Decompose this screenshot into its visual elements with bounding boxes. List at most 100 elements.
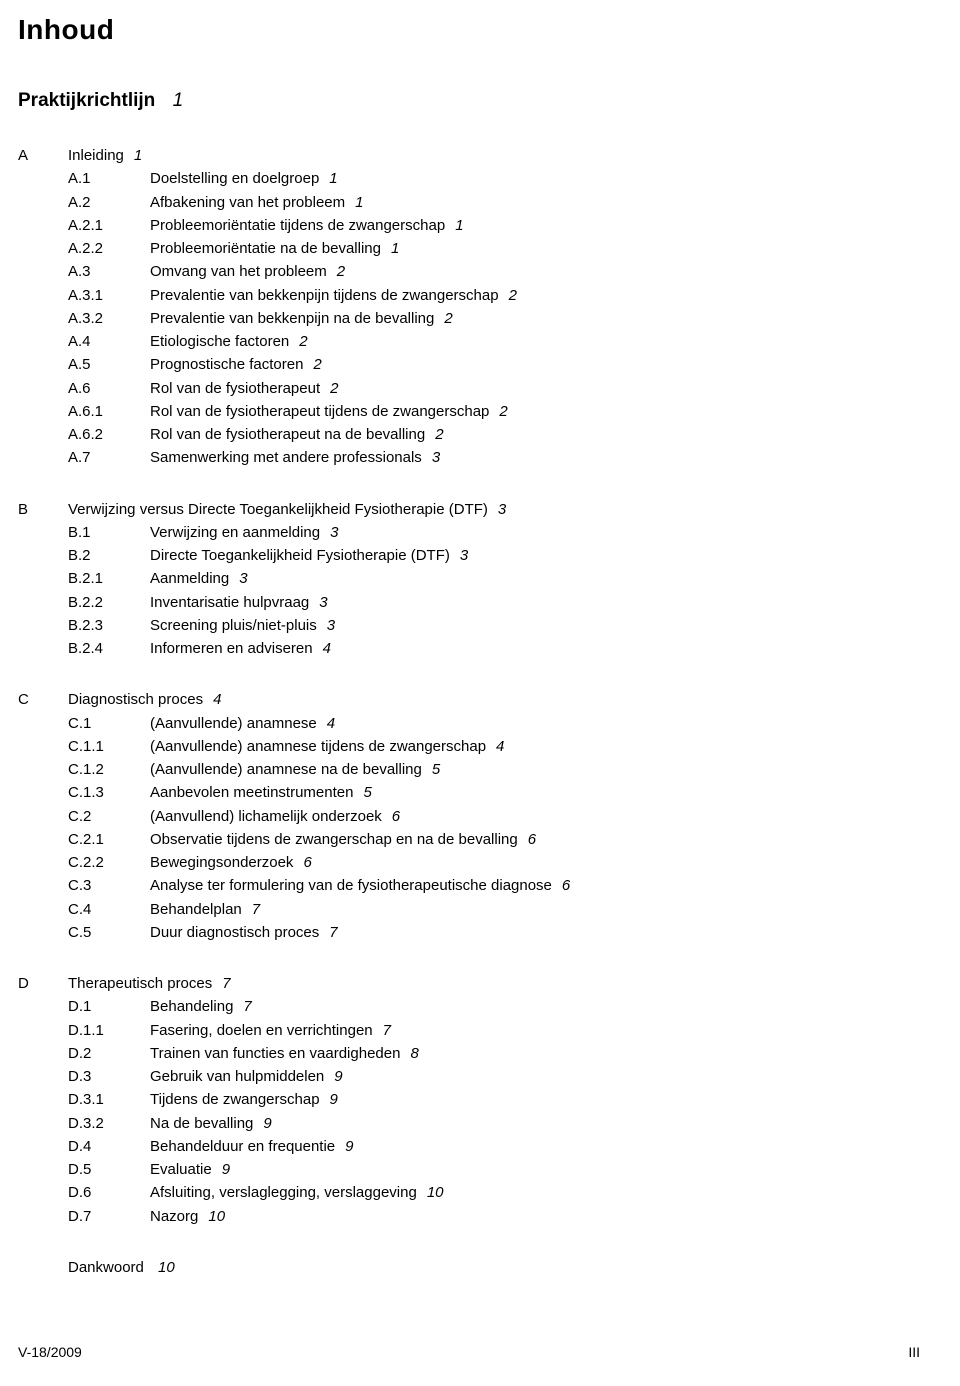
toc-item-text: Observatie tijdens de zwangerschap en na…	[150, 828, 920, 851]
trailing-block: Dankwoord 10	[18, 1256, 920, 1279]
toc-item-number: A.7	[68, 446, 150, 469]
toc-item-row: C.4Behandelplan7	[18, 898, 920, 921]
toc-item-label: Bewegingsonderzoek	[150, 854, 293, 871]
section-head-row: BVerwijzing versus Directe Toegankelijkh…	[18, 498, 920, 521]
toc-item-number: A.4	[68, 330, 150, 353]
toc-item-number: C.2.1	[68, 828, 150, 851]
toc-item-page: 2	[299, 333, 307, 350]
toc-item-page: 6	[392, 808, 400, 825]
toc-item-page: 9	[263, 1115, 271, 1132]
toc-item-row: C.1.3Aanbevolen meetinstrumenten5	[18, 781, 920, 804]
toc-item-page: 1	[391, 240, 399, 257]
toc-item-number: A.3.1	[68, 284, 150, 307]
toc-item-page: 3	[460, 547, 468, 564]
toc-item-text: Afbakening van het probleem 1	[150, 191, 920, 214]
toc-section: CDiagnostisch proces4C.1(Aanvullende) an…	[18, 688, 920, 944]
toc-item-text: Prognostische factoren2	[150, 353, 920, 376]
toc-item-row: A.6.1Rol van de fysiotherapeut tijdens d…	[18, 400, 920, 423]
toc-item-page: 2	[444, 310, 452, 327]
toc-item-number: A.6.2	[68, 423, 150, 446]
toc-item-label: (Aanvullende) anamnese	[150, 715, 317, 732]
subtitle-row: Praktijkrichtlijn 1	[18, 90, 920, 112]
toc-item-row: D.3Gebruik van hulpmiddelen9	[18, 1065, 920, 1088]
toc-item-number: C.1.1	[68, 735, 150, 758]
toc-item-text: Prevalentie van bekkenpijn na de bevalli…	[150, 307, 920, 330]
toc-item-label: Doelstelling en doelgroep	[150, 170, 319, 187]
toc-item-text: Rol van de fysiotherapeut tijdens de zwa…	[150, 400, 920, 423]
toc-item-label: Samenwerking met andere professionals	[150, 449, 422, 466]
toc-item-label: Probleemoriëntatie tijdens de zwangersch…	[150, 217, 445, 234]
toc-item-number: A.2.1	[68, 214, 150, 237]
toc-item-label: Afbakening van het probleem	[150, 194, 345, 211]
toc-item-text: Trainen van functies en vaardigheden8	[150, 1042, 920, 1065]
toc-item-row: A.6.2Rol van de fysiotherapeut na de bev…	[18, 423, 920, 446]
section-head-page: 7	[222, 975, 230, 992]
section-head-row: DTherapeutisch proces7	[18, 972, 920, 995]
toc-item-label: Rol van de fysiotherapeut	[150, 380, 320, 397]
toc-item-row: B.2.4Informeren en adviseren4	[18, 637, 920, 660]
toc-item-page: 2	[330, 380, 338, 397]
toc-item-page: 1	[455, 217, 463, 234]
toc-item-page: 4	[327, 715, 335, 732]
toc-item-label: Fasering, doelen en verrichtingen	[150, 1022, 373, 1039]
section-head-text: Verwijzing versus Directe Toegankelijkhe…	[68, 498, 920, 521]
toc-item-label: Probleemoriëntatie na de bevalling	[150, 240, 381, 257]
toc-item-number: D.1	[68, 995, 150, 1018]
toc-item-number: A.5	[68, 353, 150, 376]
toc-item-text: (Aanvullende) anamnese na de bevalling5	[150, 758, 920, 781]
trailing-page: 10	[158, 1259, 175, 1276]
toc-item-label: Behandeling	[150, 998, 233, 1015]
toc-item-row: C.5Duur diagnostisch proces7	[18, 921, 920, 944]
toc-item-row: C.2.1Observatie tijdens de zwangerschap …	[18, 828, 920, 851]
toc-item-number: A.3.2	[68, 307, 150, 330]
toc-item-row: D.4Behandelduur en frequentie9	[18, 1135, 920, 1158]
section-letter: D	[18, 972, 68, 995]
toc-item-number: B.2	[68, 544, 150, 567]
section-letter: A	[18, 144, 68, 167]
trailing-row: Dankwoord 10	[18, 1256, 920, 1279]
section-head-text: Diagnostisch proces4	[68, 688, 920, 711]
toc-item-label: Trainen van functies en vaardigheden	[150, 1045, 400, 1062]
toc-item-text: Informeren en adviseren4	[150, 637, 920, 660]
toc-item-row: A.3Omvang van het probleem2	[18, 260, 920, 283]
toc-item-number: C.1	[68, 712, 150, 735]
toc-item-row: C.1.1(Aanvullende) anamnese tijdens de z…	[18, 735, 920, 758]
toc-item-page: 2	[509, 287, 517, 304]
section-head-page: 4	[213, 691, 221, 708]
toc-item-row: A.1Doelstelling en doelgroep1	[18, 167, 920, 190]
toc-item-row: D.6Afsluiting, verslaglegging, verslagge…	[18, 1181, 920, 1204]
toc-item-page: 9	[222, 1161, 230, 1178]
toc-item-text: Probleemoriëntatie na de bevalling 1	[150, 237, 920, 260]
toc-item-page: 3	[327, 617, 335, 634]
toc-item-label: Rol van de fysiotherapeut na de bevallin…	[150, 426, 425, 443]
subtitle-label: Praktijkrichtlijn	[18, 90, 155, 111]
toc-item-row: D.3.2Na de bevalling9	[18, 1112, 920, 1135]
toc-item-text: Inventarisatie hulpvraag3	[150, 591, 920, 614]
toc-item-page: 9	[330, 1091, 338, 1108]
toc-item-text: Evaluatie9	[150, 1158, 920, 1181]
toc-item-page: 7	[329, 924, 337, 941]
toc-item-text: Afsluiting, verslaglegging, verslaggevin…	[150, 1181, 920, 1204]
toc-page: Inhoud Praktijkrichtlijn 1 AInleiding1A.…	[0, 0, 960, 1386]
toc-item-label: Prevalentie van bekkenpijn na de bevalli…	[150, 310, 434, 327]
toc-item-number: C.3	[68, 874, 150, 897]
toc-item-page: 6	[562, 877, 570, 894]
toc-item-row: C.1(Aanvullende) anamnese 4	[18, 712, 920, 735]
toc-item-text: Bewegingsonderzoek6	[150, 851, 920, 874]
toc-item-row: A.2Afbakening van het probleem1	[18, 191, 920, 214]
toc-item-page: 1	[355, 194, 363, 211]
toc-item-text: Behandelduur en frequentie9	[150, 1135, 920, 1158]
toc-item-text: Doelstelling en doelgroep1	[150, 167, 920, 190]
toc-item-page: 4	[496, 738, 504, 755]
toc-item-page: 7	[252, 901, 260, 918]
toc-item-number: C.5	[68, 921, 150, 944]
toc-item-number: D.3.1	[68, 1088, 150, 1111]
section-head-text: Therapeutisch proces7	[68, 972, 920, 995]
section-head-page: 1	[134, 147, 142, 164]
toc-item-page: 3	[239, 570, 247, 587]
toc-item-page: 3	[432, 449, 440, 466]
toc-item-page: 3	[330, 524, 338, 541]
toc-item-row: A.3.2Prevalentie van bekkenpijn na de be…	[18, 307, 920, 330]
page-footer: V-18/2009 III	[18, 1344, 920, 1360]
toc-item-label: Screening pluis/niet-pluis	[150, 617, 317, 634]
